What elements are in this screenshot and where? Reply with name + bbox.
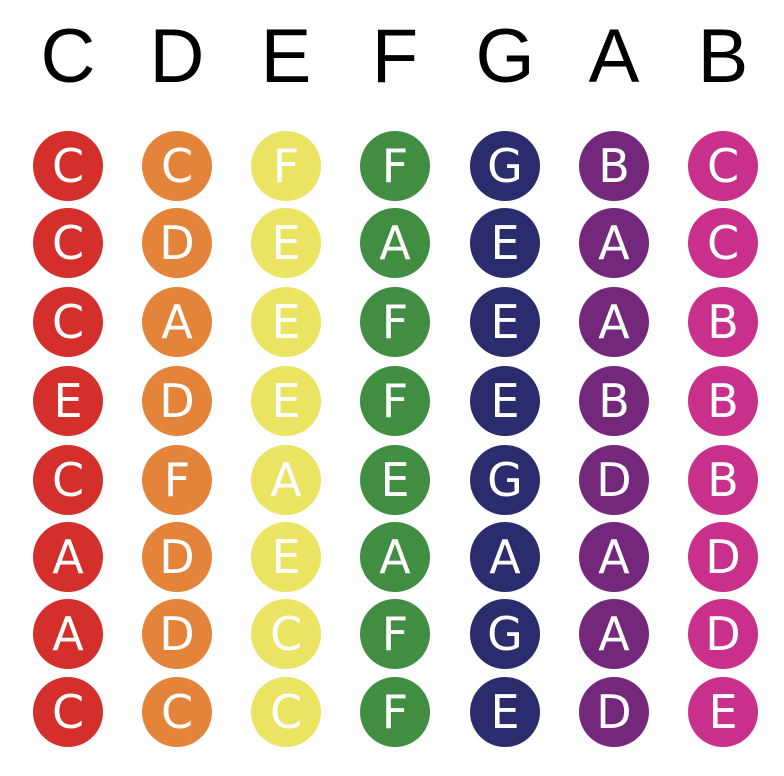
note-circle-c3-r3: F bbox=[360, 366, 430, 436]
note-circle-c4-r6: G bbox=[470, 599, 540, 669]
note-circle-c4-r0: G bbox=[470, 131, 540, 201]
note-circle-c4-r4: G bbox=[470, 445, 540, 515]
note-circle-c2-r3: E bbox=[251, 366, 321, 436]
note-circle-c0-r2: C bbox=[33, 287, 103, 357]
note-circle-c4-r3: E bbox=[470, 366, 540, 436]
note-circle-c2-r2: E bbox=[251, 287, 321, 357]
note-circle-c5-r1: A bbox=[579, 208, 649, 278]
note-circle-c6-r5: D bbox=[688, 522, 758, 592]
note-circle-c6-r0: C bbox=[688, 131, 758, 201]
note-circle-c0-r4: C bbox=[33, 445, 103, 515]
note-circle-c3-r7: F bbox=[360, 677, 430, 747]
note-circle-c1-r2: A bbox=[142, 287, 212, 357]
note-circle-c6-r3: B bbox=[688, 366, 758, 436]
note-circle-c5-r3: B bbox=[579, 366, 649, 436]
note-circle-c2-r4: A bbox=[251, 445, 321, 515]
note-circle-c5-r0: B bbox=[579, 131, 649, 201]
note-circle-c5-r6: A bbox=[579, 599, 649, 669]
note-circle-c3-r2: F bbox=[360, 287, 430, 357]
column-header-2: E bbox=[260, 14, 312, 99]
column-header-6: B bbox=[697, 14, 749, 99]
note-circle-c1-r6: D bbox=[142, 599, 212, 669]
note-circle-c4-r2: E bbox=[470, 287, 540, 357]
note-circle-c3-r0: F bbox=[360, 131, 430, 201]
column-header-4: G bbox=[475, 14, 535, 99]
note-circle-c2-r5: E bbox=[251, 522, 321, 592]
column-header-3: F bbox=[371, 14, 419, 99]
note-circle-c0-r3: E bbox=[33, 366, 103, 436]
note-circle-c4-r5: A bbox=[470, 522, 540, 592]
note-circle-c5-r4: D bbox=[579, 445, 649, 515]
note-circle-c3-r1: A bbox=[360, 208, 430, 278]
column-header-1: D bbox=[149, 14, 205, 99]
note-circle-c2-r1: E bbox=[251, 208, 321, 278]
note-circle-c0-r7: C bbox=[33, 677, 103, 747]
note-circle-c6-r1: C bbox=[688, 208, 758, 278]
note-circle-c6-r2: B bbox=[688, 287, 758, 357]
note-circle-c2-r7: C bbox=[251, 677, 321, 747]
note-circle-c1-r5: D bbox=[142, 522, 212, 592]
note-circle-c5-r5: A bbox=[579, 522, 649, 592]
note-circle-c1-r1: D bbox=[142, 208, 212, 278]
note-circle-c3-r4: E bbox=[360, 445, 430, 515]
note-circle-c5-r7: D bbox=[579, 677, 649, 747]
note-circle-c3-r6: F bbox=[360, 599, 430, 669]
note-circle-c4-r7: E bbox=[470, 677, 540, 747]
note-circle-c5-r2: A bbox=[579, 287, 649, 357]
note-circle-c2-r6: C bbox=[251, 599, 321, 669]
column-header-0: C bbox=[40, 14, 96, 99]
column-header-5: A bbox=[588, 14, 640, 99]
note-circle-c6-r4: B bbox=[688, 445, 758, 515]
note-circle-c2-r0: F bbox=[251, 131, 321, 201]
note-circle-c6-r7: E bbox=[688, 677, 758, 747]
note-circle-c1-r4: F bbox=[142, 445, 212, 515]
note-circle-c0-r0: C bbox=[33, 131, 103, 201]
note-circle-c0-r6: A bbox=[33, 599, 103, 669]
note-circle-c4-r1: E bbox=[470, 208, 540, 278]
note-circle-c1-r7: C bbox=[142, 677, 212, 747]
note-circle-c3-r5: A bbox=[360, 522, 430, 592]
note-circle-c1-r0: C bbox=[142, 131, 212, 201]
note-circle-c1-r3: D bbox=[142, 366, 212, 436]
note-circle-c0-r1: C bbox=[33, 208, 103, 278]
note-circle-c6-r6: D bbox=[688, 599, 758, 669]
note-circle-c0-r5: A bbox=[33, 522, 103, 592]
